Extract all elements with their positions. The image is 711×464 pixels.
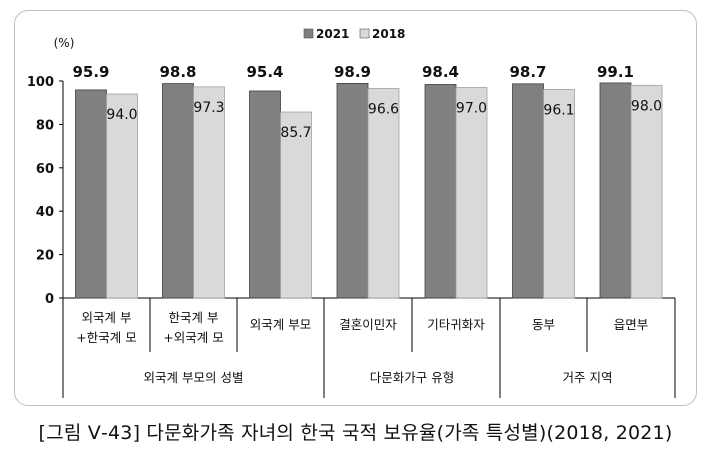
x-category-label: 외국계 부 [82, 310, 132, 325]
data-label-2021: 98.7 [509, 63, 546, 81]
x-category-label: +외국계 모 [163, 330, 223, 345]
bar-2021 [249, 90, 281, 299]
bar-2021 [599, 82, 632, 299]
bar-2018 [193, 86, 225, 299]
bar-2018 [455, 87, 488, 299]
data-label-2018: 94.0 [106, 107, 137, 123]
data-label-2018: 97.0 [456, 101, 487, 117]
figure-caption: [그림 Ⅴ-43] 다문화가족 자녀의 한국 국적 보유율(가족 특성별)(20… [38, 422, 673, 444]
data-label-2021: 98.9 [334, 63, 371, 81]
data-label-2021: 95.4 [246, 63, 283, 81]
data-label-2018: 97.3 [193, 100, 224, 116]
bar-2021 [424, 84, 457, 299]
bar-2021 [336, 82, 369, 299]
x-category-label: 한국계 부 [169, 310, 219, 325]
legend-label-2018: 2018 [372, 27, 405, 41]
y-tick-label: 100 [27, 75, 54, 90]
x-category-label: 기타귀화자 [427, 317, 485, 332]
bar-2018 [543, 89, 575, 299]
data-label-2021: 95.9 [72, 63, 109, 81]
x-group-label: 외국계 부모의 성별 [144, 370, 244, 385]
data-label-2018: 96.1 [543, 102, 574, 118]
y-tick-label: 60 [36, 162, 54, 177]
y-tick-label: 40 [36, 205, 54, 220]
y-tick-label: 80 [36, 118, 54, 133]
y-unit-label: (%) [54, 36, 75, 50]
x-group-label: 거주 지역 [563, 370, 613, 385]
bar-2018 [280, 111, 312, 299]
legend-swatch-2021 [303, 28, 314, 39]
data-label-2018: 85.7 [280, 125, 311, 141]
bar-2021 [75, 89, 107, 299]
data-label-2021: 98.4 [422, 63, 459, 81]
data-label-2021: 99.1 [597, 63, 634, 81]
data-label-2021: 98.8 [159, 63, 196, 81]
bar-chart: (%) 2021 2018 0 20 40 60 80 100 95.9 94.0 98.8 97.3 9… [27, 27, 676, 398]
x-group-label: 다문화가구 유형 [370, 370, 454, 385]
x-category-label: 읍면부 [614, 317, 649, 332]
y-tick-label: 20 [36, 249, 54, 264]
bar-2018 [630, 84, 663, 299]
bar-2021 [162, 83, 194, 299]
x-category-label: 결혼이민자 [339, 317, 397, 332]
data-label-2018: 98.0 [631, 98, 662, 114]
data-label-2018: 96.6 [368, 101, 399, 117]
bar-2018 [106, 93, 138, 299]
x-category-label: 동부 [532, 317, 555, 332]
bar-2018 [367, 87, 400, 299]
legend-swatch-2018 [359, 28, 370, 39]
bar-2021 [512, 83, 544, 299]
y-tick-label: 0 [45, 292, 54, 307]
legend-label-2021: 2021 [316, 27, 349, 41]
x-category-label: +한국계 모 [76, 330, 136, 345]
x-category-label: 외국계 부모 [250, 317, 311, 332]
